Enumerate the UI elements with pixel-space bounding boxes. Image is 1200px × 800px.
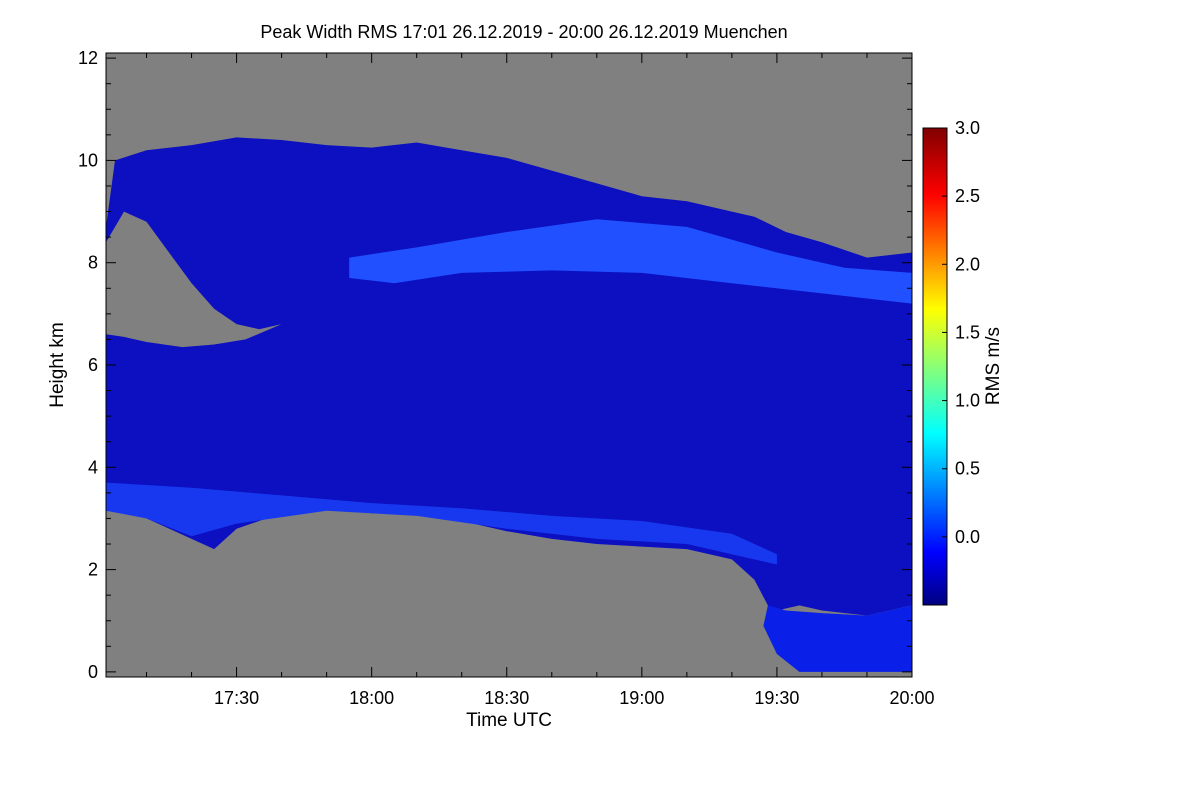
x-tick-label: 20:00 [889,688,934,708]
x-tick-label: 19:00 [619,688,664,708]
x-axis-label: Time UTC [466,710,552,731]
y-axis: 0 2 4 6 8 10 12 [78,48,912,682]
x-tick-label: 17:30 [214,688,259,708]
colorbar-gradient [922,127,948,606]
chart-title: Peak Width RMS 17:01 26.12.2019 - 20:00 … [260,22,787,42]
region-enhanced-upper-band [349,219,912,304]
y-tick-label: 6 [88,355,98,375]
heatmap-regions [106,137,912,672]
x-tick-label: 19:30 [754,688,799,708]
x-tick-label: 18:00 [349,688,394,708]
x-axis: 17:30 18:00 18:30 19:00 19:30 20:00 [146,53,935,708]
colorbar-tick-label: 0.0 [955,527,980,547]
region-enhanced-lower-band [106,482,777,565]
y-tick-label: 12 [78,48,98,68]
region-low-layer [763,605,912,672]
colorbar-tick-label: 2.0 [955,254,980,274]
colorbar-tick-label: 1.0 [955,391,980,411]
colorbar-tick-label: 1.5 [955,322,980,342]
colorbar-tick-label: 2.5 [955,186,980,206]
x-tick-label: 18:30 [484,688,529,708]
colorbar-tick-label: 3.0 [955,118,980,138]
y-tick-label: 8 [88,253,98,273]
y-tick-label: 4 [88,457,98,477]
colorbar-ticks: 0.0 0.5 1.0 1.5 2.0 2.5 3.0 [942,118,980,547]
y-tick-label: 10 [78,150,98,170]
colorbar-label: RMS m/s [983,327,1004,405]
y-tick-label: 0 [88,662,98,682]
plot-area [106,53,912,677]
y-tick-label: 2 [88,560,98,580]
region-clear-gap [106,211,282,348]
y-axis-label: Height km [47,322,68,408]
colorbar: 0.0 0.5 1.0 1.5 2.0 2.5 3.0 RMS m/s [922,118,1004,606]
colorbar-tick-label: 0.5 [955,459,980,479]
